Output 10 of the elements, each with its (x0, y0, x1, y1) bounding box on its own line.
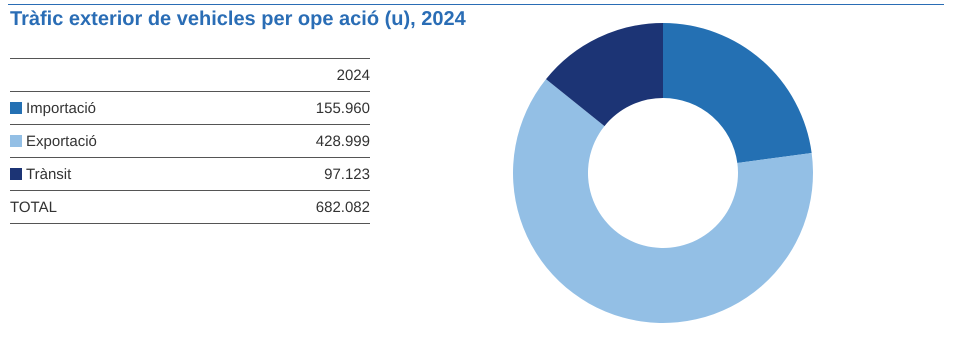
text: 682.082 (316, 198, 370, 216)
legend-label: Exportació (10, 124, 232, 158)
text: 2024 (232, 58, 370, 92)
data-label: 155.960 (232, 92, 370, 124)
data-label: 97.123 (232, 158, 370, 190)
text: TOTAL (10, 190, 232, 224)
legend-label: Importació (10, 92, 232, 124)
chart-title: Tràfic exterior de vehicles per ope ació (u), 2024 (10, 8, 466, 31)
data-label: 428.999 (232, 124, 370, 158)
legend-label: Trànsit (10, 158, 232, 190)
